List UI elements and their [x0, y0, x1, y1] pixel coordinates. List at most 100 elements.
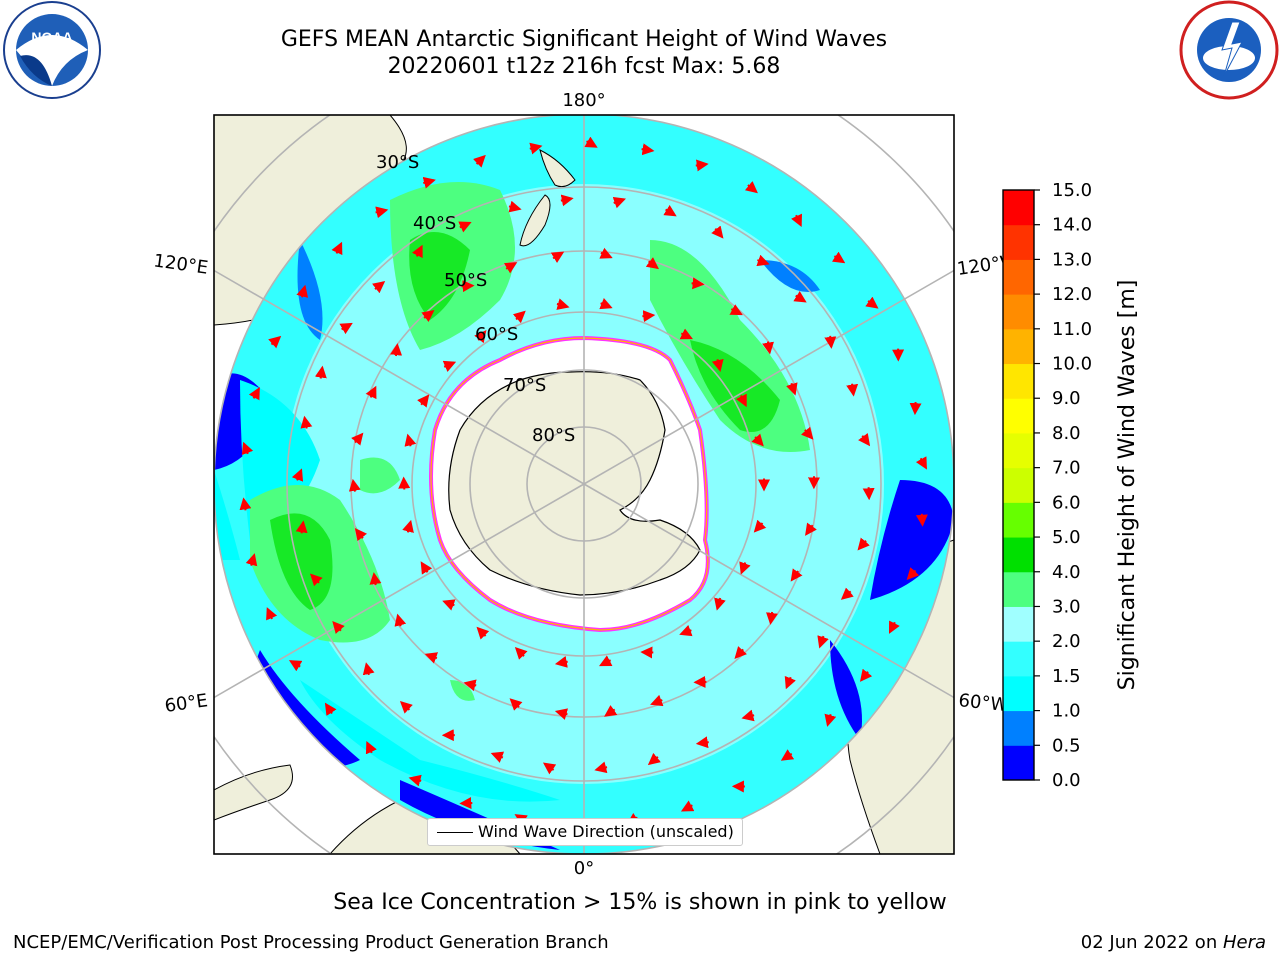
colorbar-tick-label: 2.0 [1052, 631, 1081, 652]
wave-vector-arrow [786, 382, 798, 396]
wave-vector-arrow [372, 281, 386, 294]
colorbar-band [1003, 328, 1034, 365]
wave-vector-arrow [476, 626, 490, 640]
colorbar-tick-label: 10.0 [1052, 354, 1092, 375]
wave-vector-arrow [424, 652, 439, 664]
wave-vector-arrow [300, 415, 313, 429]
colorbar-tick-label: 13.0 [1052, 249, 1092, 270]
wave-vector-arrow [508, 200, 522, 213]
wave-vector-arrow [354, 528, 367, 542]
colorbar-tick-label: 1.5 [1052, 666, 1081, 687]
lat-label-60s: 60°S [475, 324, 518, 345]
lon-label-180: 180° [562, 90, 605, 111]
wave-vector-arrow [490, 751, 505, 763]
wave-vector-arrow [542, 762, 557, 775]
wave-vector-arrow [241, 441, 254, 456]
wave-vector-arrow [824, 335, 837, 349]
wave-vector-arrow [790, 568, 803, 582]
wave-vector-arrow [650, 694, 664, 707]
noaa-logo-text: NOAA [31, 29, 72, 45]
colorbar-band [1003, 398, 1034, 434]
colorbar-tick-label: 5.0 [1052, 527, 1081, 548]
wave-vector-arrow [604, 704, 618, 717]
wave-vector-arrow [915, 456, 927, 470]
wave-vector-arrow [442, 599, 456, 611]
colorbar-frame [1002, 189, 1035, 781]
footer-credit: NCEP/EMC/Verification Post Processing Pr… [13, 932, 609, 953]
wave-vector-arrow [295, 520, 308, 534]
wave-vector-arrow [817, 635, 829, 649]
colorbar-band [1003, 502, 1034, 538]
wave-vector-arrow [793, 291, 807, 303]
lat-label-80s: 80°S [532, 425, 575, 446]
legend-label: Wind Wave Direction (unscaled) [478, 822, 734, 841]
wave-vector-arrow [411, 244, 423, 259]
wave-vector-arrow [291, 468, 304, 482]
wave-vector-arrow [915, 513, 928, 527]
wave-vector-arrow [369, 572, 382, 586]
colorbar-band [1003, 467, 1034, 503]
wave-vector-arrow [332, 621, 345, 634]
wave-vector-arrow [339, 322, 353, 335]
wave-vector-arrow [857, 537, 870, 551]
wave-vector-arrow [691, 277, 705, 290]
wave-vector-arrow [741, 709, 755, 722]
colorbar-band [1003, 432, 1034, 469]
wave-vector-arrow [734, 646, 747, 659]
wave-vector-arrow [324, 702, 337, 716]
wave-vector-arrow [641, 143, 655, 156]
wave-vector-arrow [647, 752, 661, 766]
colorbar-tick-label: 11.0 [1052, 319, 1092, 340]
wave-vector-arrow [239, 497, 252, 511]
vector-legend: Wind Wave Direction (unscaled) [427, 818, 743, 846]
wave-vector-arrow [474, 330, 487, 344]
wave-vector-arrow [398, 476, 411, 490]
wave-vector-arrow [296, 284, 309, 298]
wave-vector-arrow [784, 675, 796, 690]
map-frame [213, 114, 955, 855]
colorbar-tick-label: 7.0 [1052, 458, 1081, 479]
colorbar-tick-label: 15.0 [1052, 180, 1092, 201]
wave-vector-arrow [831, 251, 846, 264]
wave-vector-arrow [399, 701, 413, 714]
wave-vector-arrow [642, 310, 656, 323]
wave-vector-arrow [442, 360, 457, 372]
wave-vector-arrow [404, 433, 417, 447]
wind-wave-vectors [239, 136, 928, 831]
wave-vector-arrow [556, 298, 570, 310]
chart-title: GEFS MEAN Antarctic Significant Height o… [280, 27, 888, 52]
wave-vector-arrow [679, 624, 693, 637]
wave-vector-arrow [865, 296, 879, 309]
wave-vector-arrow [245, 553, 258, 567]
lon-label-0: 0° [574, 858, 594, 879]
wave-vector-arrow [780, 749, 795, 761]
wave-vector-arrow [663, 204, 677, 217]
wave-vector-arrow [599, 247, 613, 259]
wave-vector-arrow [554, 655, 568, 668]
wave-vector-arrow [351, 432, 364, 446]
wave-vector-arrow [824, 713, 837, 727]
lat-label-30s: 30°S [376, 152, 419, 173]
wave-vector-arrow [394, 613, 407, 627]
colorbar-ticks: 15.0 14.0 13.0 12.0 11.0 10.0 9.0 8.0 7.0 6.0 5.0 4… [1034, 180, 1092, 791]
colorbar-band [1003, 224, 1034, 260]
colorbar-tick-label: 9.0 [1052, 388, 1081, 409]
wave-vector-arrow [695, 736, 709, 749]
wave-vector-arrow [735, 393, 747, 408]
wave-vector-arrow [550, 251, 565, 263]
wave-vector-arrow [888, 620, 900, 634]
wave-vector-arrow [862, 487, 875, 501]
wave-vector-arrow [375, 206, 389, 219]
wave-vector-arrow [362, 662, 375, 676]
footer-machine: Hera [1222, 932, 1266, 953]
wave-vector-arrow [739, 561, 751, 575]
wave-vector-arrow [288, 660, 303, 672]
wave-vector-arrow [560, 194, 574, 207]
lon-label-60w: 60°W [957, 690, 1009, 716]
colorbar-tick-label: 6.0 [1052, 492, 1081, 513]
wave-vector-arrow [310, 573, 323, 587]
antarctica-land [448, 371, 701, 596]
noaa-logo-icon: NOAA [3, 1, 101, 99]
nws-logo-icon [1179, 0, 1279, 100]
